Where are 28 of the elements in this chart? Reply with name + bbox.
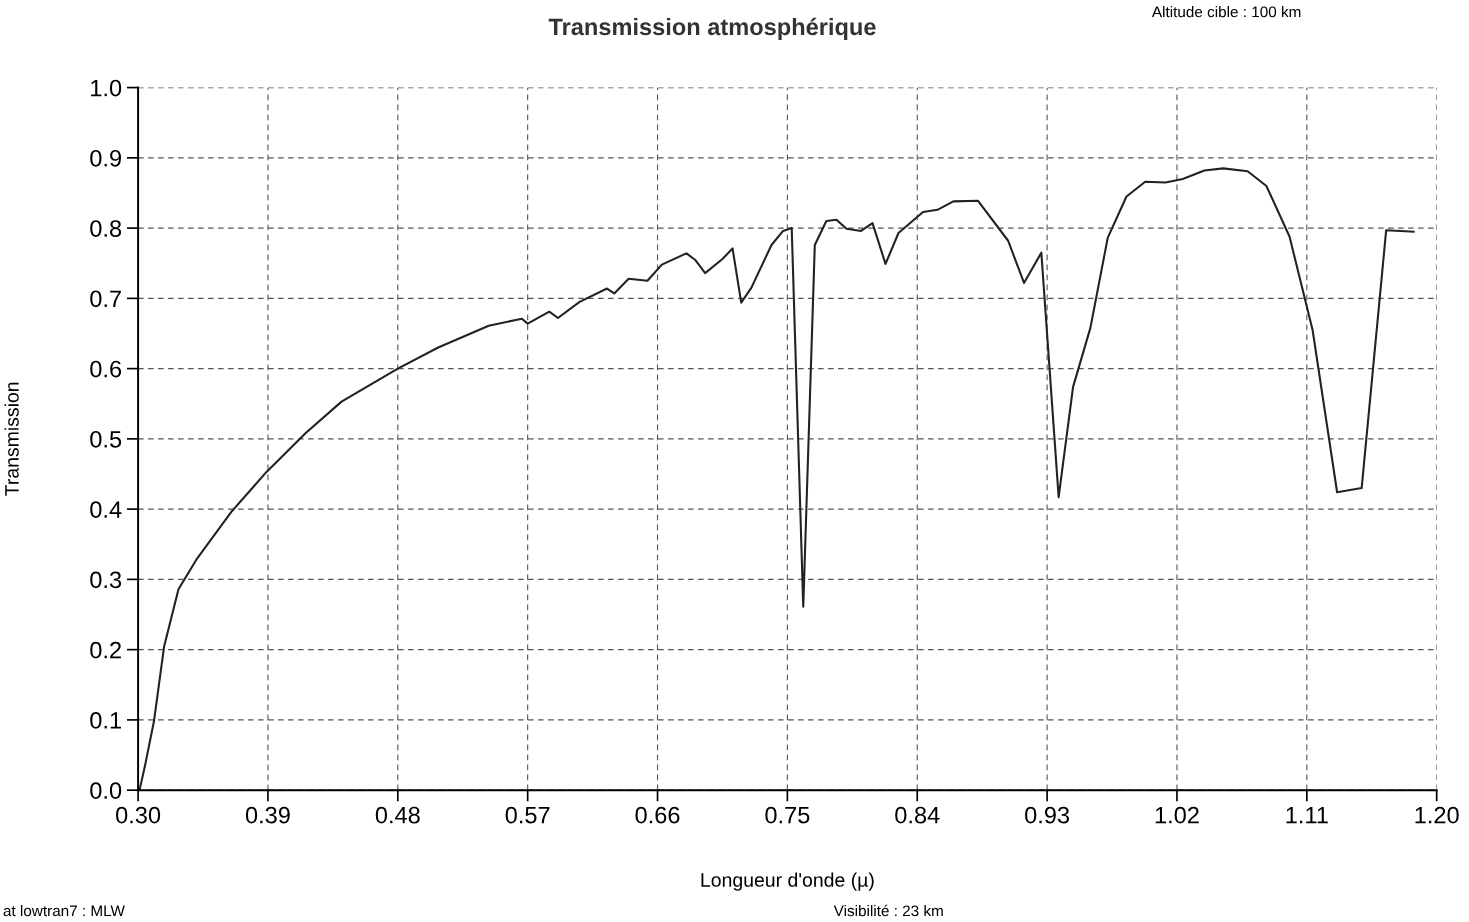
y-tick-label: 0.7 [90, 290, 121, 308]
x-tick-label: 0.39 [245, 806, 290, 824]
x-tick-label: 0.66 [635, 806, 680, 824]
y-tick-label: 0.9 [90, 149, 121, 167]
y-tick-label: 0.8 [90, 220, 122, 237]
chart-title: Transmission atmosphérique [548, 17, 876, 40]
x-tick-label: 0.30 [116, 806, 161, 824]
x-tick-label: 1.20 [1415, 806, 1459, 824]
text: Altitude cible : 100 km [1151, 6, 1301, 18]
x-tick-label: 0.93 [1025, 806, 1070, 824]
y-tick-label: 0.3 [90, 571, 122, 589]
x-tick-label: 0.57 [505, 806, 550, 824]
y-axis-title: Transmission [4, 382, 19, 496]
y-tick-label: 0.0 [90, 782, 122, 799]
y-tick-label: 0.2 [90, 641, 121, 659]
text: at lowtran7 : MLW [3, 904, 125, 917]
y-tick-label: 0.6 [90, 360, 122, 378]
x-tick-label: 0.48 [375, 806, 420, 824]
y-tick-label: 1.0 [91, 79, 122, 97]
x-tick-label: 1.02 [1155, 806, 1199, 824]
x-tick-label: 0.84 [895, 806, 940, 824]
y-tick-label: 0.1 [90, 711, 121, 729]
x-axis-title: Longueur d'onde (µ) [701, 872, 874, 891]
x-tick-label: 1.11 [1286, 806, 1328, 824]
y-tick-label: 0.5 [90, 430, 122, 448]
y-tick-label: 0.4 [90, 501, 122, 518]
x-tick-label: 0.75 [765, 806, 810, 824]
text: Visibilité : 23 km [833, 904, 943, 917]
